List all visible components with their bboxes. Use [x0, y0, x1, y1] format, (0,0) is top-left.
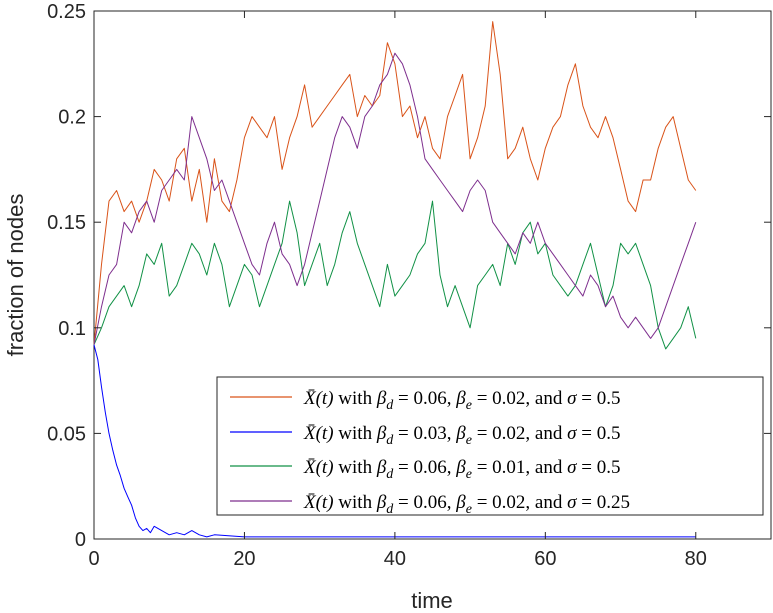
legend-label-part: = 0.03,	[393, 423, 456, 444]
legend-label-part: = 0.01, and	[472, 457, 567, 478]
y-tick-label: 0.2	[58, 107, 86, 129]
legend-label-part: σ	[567, 457, 577, 478]
y-tick-label: 0.25	[47, 1, 86, 23]
x-axis-label: time	[411, 588, 453, 613]
legend-label-part: with	[334, 423, 377, 444]
legend-label-3: X̄(t) with βd = 0.06, βe = 0.01, and σ =…	[303, 457, 620, 482]
legend-label-part: with	[334, 388, 377, 409]
legend-label-part: β	[455, 423, 466, 444]
legend-label-part: e	[466, 433, 472, 448]
legend-label-part: = 0.02, and	[472, 492, 567, 513]
legend-label-part: = 0.5	[576, 423, 620, 444]
y-tick-label: 0.05	[47, 423, 86, 445]
legend-label-part: β	[455, 457, 466, 478]
x-tick-label: 0	[88, 548, 99, 570]
legend-label-part: with	[334, 492, 377, 513]
legend-label-part: β	[455, 492, 466, 513]
legend-box	[216, 376, 764, 516]
legend-label-part: e	[466, 467, 472, 482]
legend-label-part: = 0.02, and	[472, 388, 567, 409]
legend-label-part: β	[376, 388, 387, 409]
x-tick-label: 60	[534, 548, 556, 570]
legend-label-4: X̄(t) with βd = 0.06, βe = 0.02, and σ =…	[303, 492, 630, 517]
legend-label-part: d	[386, 467, 394, 482]
legend-label-part: X̄(t)	[303, 492, 334, 513]
legend-label-part: X̄(t)	[303, 423, 334, 444]
legend-label-part: e	[466, 502, 472, 517]
series-line-2	[93, 344, 696, 538]
legend-label-part: X̄(t)	[303, 388, 334, 409]
legend-label-part: = 0.02, and	[472, 423, 567, 444]
y-tick-label: 0.15	[47, 212, 86, 234]
series-line-4	[93, 52, 697, 345]
y-axis-label: fraction of nodes	[3, 194, 28, 357]
series-line-3	[93, 200, 697, 350]
legend-label-part: e	[466, 398, 472, 413]
legend-label-part: = 0.06,	[393, 388, 456, 409]
legend-label-part: = 0.06,	[393, 457, 456, 478]
legend-label-part: β	[376, 457, 387, 478]
legend-label-2: X̄(t) with βd = 0.03, βe = 0.02, and σ =…	[303, 423, 620, 448]
legend-label-part: β	[376, 423, 387, 444]
legend-label-part: β	[455, 388, 466, 409]
legend-label-part: = 0.5	[576, 457, 620, 478]
series-line-1	[93, 21, 697, 345]
legend-label-part: β	[376, 492, 387, 513]
legend: X̄(t) with βd = 0.06, βe = 0.02, and σ =…	[216, 376, 764, 517]
x-tick-label: 40	[384, 548, 406, 570]
x-tick-label: 80	[685, 548, 707, 570]
x-tick-label: 20	[233, 548, 255, 570]
legend-label-part: X̄(t)	[303, 457, 334, 478]
legend-label-part: σ	[567, 388, 577, 409]
legend-label-part: d	[386, 433, 394, 448]
legend-label-part: d	[386, 502, 394, 517]
legend-label-part: = 0.5	[576, 388, 620, 409]
legend-label-part: with	[334, 457, 377, 478]
y-tick-label: 0.1	[58, 318, 86, 340]
legend-label-part: σ	[567, 492, 577, 513]
legend-label-1: X̄(t) with βd = 0.06, βe = 0.02, and σ =…	[303, 388, 620, 413]
ticks-layer: 0 20 40 60 80 0 0.05 0.1 0.15 0.2 0.25	[47, 1, 771, 570]
y-tick-label: 0	[75, 529, 86, 551]
legend-label-part: d	[386, 398, 394, 413]
legend-label-part: σ	[567, 423, 577, 444]
series-layer	[93, 21, 697, 538]
legend-label-part: = 0.06,	[393, 492, 456, 513]
legend-label-part: = 0.25	[576, 492, 629, 513]
